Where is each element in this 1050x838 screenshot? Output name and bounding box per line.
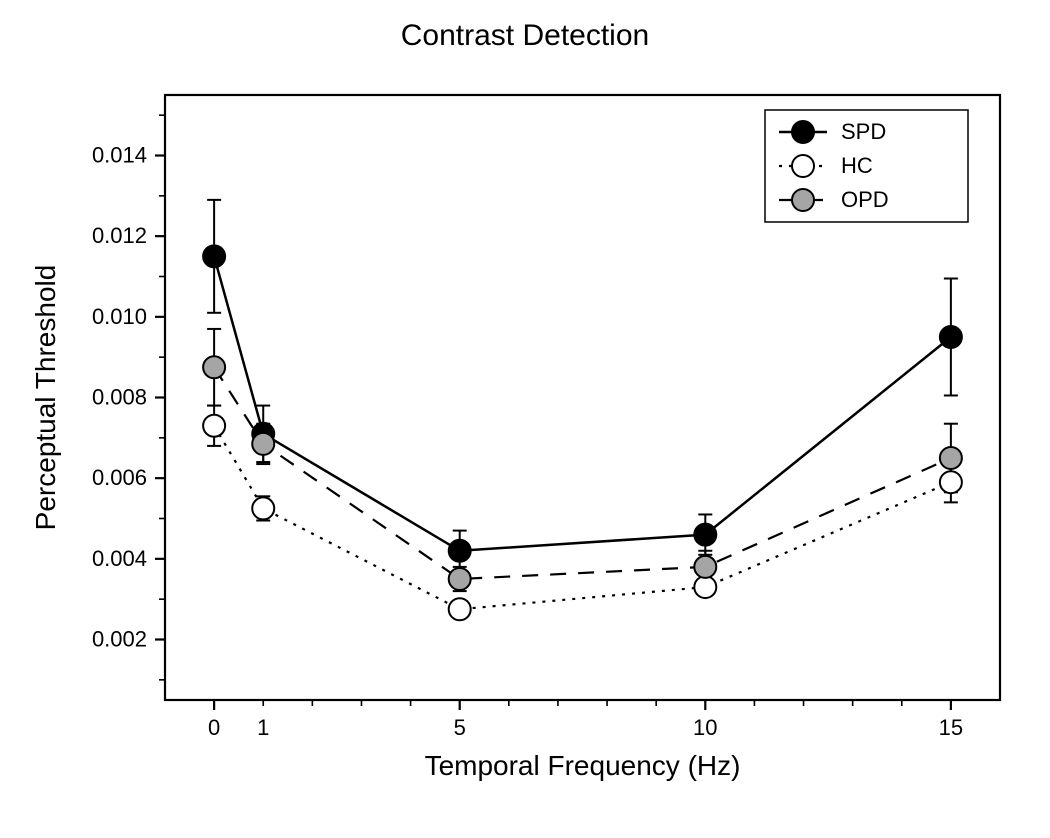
marker-spd: [940, 326, 962, 348]
x-tick-label: 5: [454, 715, 466, 740]
marker-opd: [449, 568, 471, 590]
legend-marker: [792, 155, 814, 177]
marker-hc: [449, 598, 471, 620]
y-tick-label: 0.012: [92, 223, 147, 248]
x-tick-label: 15: [939, 715, 963, 740]
chart-title: Contrast Detection: [401, 19, 649, 52]
y-tick-label: 0.002: [92, 627, 147, 652]
legend: SPD HC OPD: [765, 110, 968, 222]
chart-svg: Contrast Detection 0 5 10 15 1 0.002 0.004 0.006…: [0, 0, 1050, 838]
y-tick-label: 0.004: [92, 546, 147, 571]
chart-container: Contrast Detection 0 5 10 15 1 0.002 0.004 0.006…: [0, 0, 1050, 838]
marker-hc: [940, 471, 962, 493]
x-tick-label-extra: 1: [257, 715, 269, 740]
y-tick-label: 0.008: [92, 385, 147, 410]
marker-hc: [203, 415, 225, 437]
legend-label: SPD: [841, 119, 886, 144]
y-axis-label: Perceptual Threshold: [30, 265, 61, 531]
y-tick-label: 0.006: [92, 465, 147, 490]
marker-hc: [252, 497, 274, 519]
y-tick-label: 0.010: [92, 304, 147, 329]
legend-marker: [792, 189, 814, 211]
marker-hc: [694, 576, 716, 598]
marker-spd: [449, 540, 471, 562]
errorbars-group: [207, 200, 958, 617]
marker-spd: [694, 524, 716, 546]
marker-spd: [203, 245, 225, 267]
lines-group: [214, 256, 951, 609]
legend-label: OPD: [841, 187, 889, 212]
series-line-spd: [214, 256, 951, 550]
x-tick-label: 10: [693, 715, 717, 740]
x-tick-label: 0: [208, 715, 220, 740]
x-axis-label: Temporal Frequency (Hz): [425, 750, 741, 781]
marker-opd: [203, 356, 225, 378]
series-line-opd: [214, 367, 951, 579]
markers-group: [203, 245, 962, 620]
series-line-hc: [214, 426, 951, 610]
marker-opd: [940, 447, 962, 469]
legend-label: HC: [841, 153, 873, 178]
legend-marker: [792, 121, 814, 143]
y-tick-label: 0.014: [92, 143, 147, 168]
marker-opd: [252, 433, 274, 455]
marker-opd: [694, 556, 716, 578]
